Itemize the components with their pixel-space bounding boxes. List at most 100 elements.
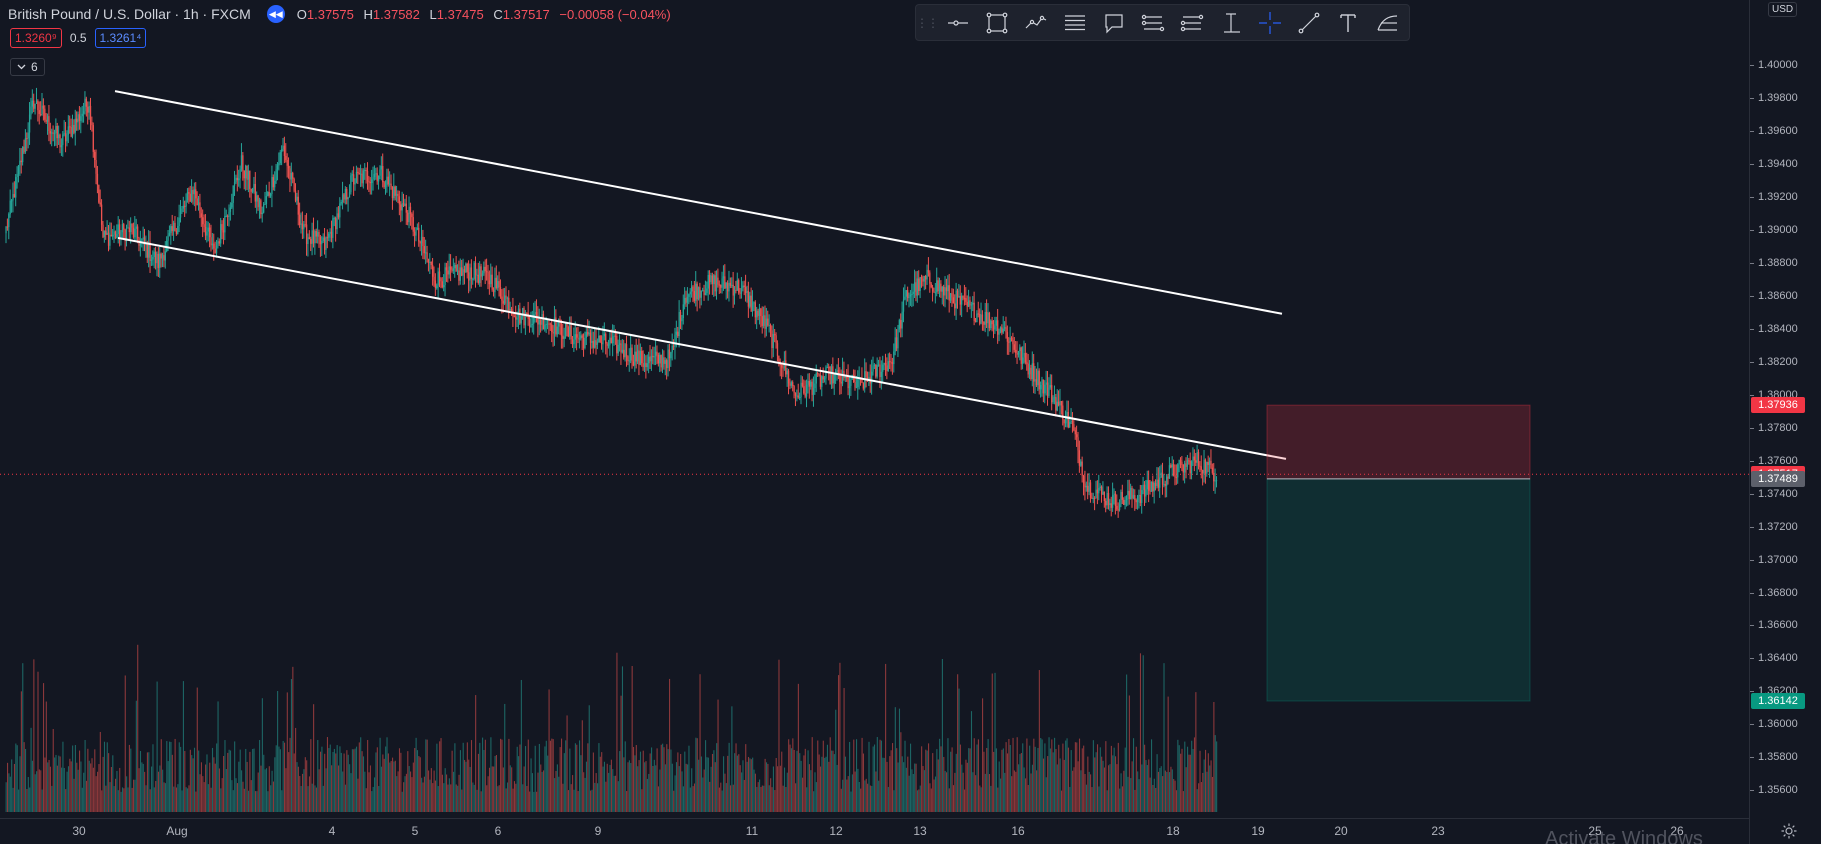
parallel-channel-tool[interactable] — [1055, 5, 1094, 40]
candle-body — [736, 280, 738, 291]
volume-bar — [1163, 663, 1165, 812]
path-tool[interactable] — [1016, 5, 1055, 40]
volume-bar — [702, 777, 704, 812]
volume-bar — [946, 772, 948, 812]
candle-body — [95, 160, 97, 174]
price-tag[interactable]: 1.37936 — [1751, 397, 1805, 414]
price-axis[interactable]: 1.40000 1.39800 1.39600 1.39400 1.39200 1.390… — [1750, 0, 1821, 844]
volume-bar — [763, 785, 765, 812]
candle-body — [902, 299, 905, 312]
candle-body — [516, 317, 518, 320]
volume-bar — [583, 772, 585, 812]
fib-tool[interactable] — [1367, 5, 1406, 40]
trend-line-tool[interactable] — [1289, 5, 1328, 40]
candle-body — [89, 105, 92, 122]
channel-upper-line[interactable] — [114, 90, 1283, 315]
volume-bar — [980, 787, 982, 812]
price-tag[interactable]: 1.36142 — [1751, 693, 1805, 710]
price-tick-mark — [1750, 163, 1754, 165]
candle-body — [1163, 484, 1165, 486]
volume-bar — [768, 785, 770, 812]
text-tool[interactable] — [1328, 5, 1367, 40]
candle-body — [340, 202, 342, 204]
chart-pane[interactable] — [0, 0, 1749, 844]
candle-body — [761, 316, 763, 326]
volume-bar — [585, 761, 588, 812]
price-tag[interactable]: 1.37489 — [1751, 470, 1805, 487]
candle-body — [323, 237, 326, 250]
candle-body — [552, 332, 554, 334]
volume-bar — [1157, 771, 1160, 812]
candle-body — [823, 378, 826, 380]
candle-body — [686, 296, 689, 303]
volume-bar — [272, 781, 275, 812]
sell-button[interactable]: 1.3260⁹ — [10, 28, 62, 48]
crosshair-tool[interactable] — [1250, 5, 1289, 40]
candle-body — [463, 269, 466, 273]
volume-bar — [1006, 753, 1009, 812]
channel-lower-line[interactable] — [117, 236, 1287, 460]
candle-body — [1189, 460, 1191, 474]
volume-bar — [781, 751, 783, 812]
candle-body — [431, 264, 434, 277]
candle-body — [742, 285, 744, 289]
volume-bar — [642, 750, 644, 812]
volume-bar — [124, 675, 126, 812]
indicators-toggle[interactable]: 6 — [10, 58, 45, 76]
volume-bar — [99, 731, 101, 812]
volume-bar — [109, 782, 111, 812]
long-position-tool[interactable] — [1133, 5, 1172, 40]
candle-body — [305, 224, 308, 244]
candle-body — [1208, 460, 1211, 465]
volume-bar — [45, 701, 47, 812]
volume-bar — [278, 746, 280, 812]
symbol-title[interactable]: British Pound / U.S. Dollar · 1h · FXCM — [8, 6, 251, 22]
horizontal-ray-tool[interactable] — [938, 5, 977, 40]
short-position-tool[interactable] — [1172, 5, 1211, 40]
buy-button[interactable]: 1.3261⁴ — [94, 28, 147, 48]
position-stop-zone[interactable] — [1266, 404, 1531, 480]
time-axis[interactable]: 30 Aug 4 5 6 9 11 12 13 16 18 19 20 23 25 26 — [0, 818, 1749, 844]
volume-bar — [344, 784, 347, 812]
position-target-zone[interactable] — [1266, 478, 1531, 702]
volume-bar — [162, 769, 164, 812]
volume-bar — [538, 743, 540, 812]
volume-bar — [1012, 737, 1014, 812]
candle-body — [427, 258, 430, 263]
callout-tool[interactable] — [1094, 5, 1133, 40]
volume-bar — [85, 780, 88, 812]
candle-body — [46, 116, 49, 122]
candle-body — [618, 343, 621, 345]
volume-bar — [488, 767, 491, 812]
candle-body — [452, 268, 455, 271]
volume-bar — [281, 790, 283, 812]
candle-body — [821, 376, 823, 387]
rectangle-tool[interactable] — [977, 5, 1016, 40]
volume-bar — [482, 737, 484, 812]
candle-body — [991, 320, 993, 325]
volume-bar — [970, 711, 973, 812]
volume-bar — [465, 761, 467, 812]
volume-bar — [937, 759, 939, 812]
volume-bar — [372, 786, 374, 812]
currency-button[interactable]: USD — [1768, 2, 1798, 17]
date-range-tool[interactable] — [1211, 5, 1250, 40]
candle-body — [959, 296, 961, 305]
volume-bar — [649, 753, 651, 812]
grip-icon[interactable]: ⋮⋮ — [916, 15, 939, 30]
candle-body — [1003, 327, 1006, 329]
candle-body — [251, 188, 254, 192]
candle-body — [853, 375, 855, 383]
volume-bar — [1152, 784, 1154, 812]
volume-bar — [1076, 742, 1078, 812]
volume-bar — [1051, 739, 1053, 812]
volume-bar — [1041, 739, 1043, 812]
volume-bar — [1148, 759, 1150, 812]
volume-bar — [986, 747, 988, 812]
volume-bar — [880, 740, 883, 812]
volume-bar — [498, 785, 500, 812]
rewind-icon[interactable]: ◀◀ — [266, 5, 285, 23]
volume-bar — [299, 775, 301, 812]
candle-body — [203, 224, 205, 227]
gear-icon[interactable] — [1780, 822, 1798, 840]
